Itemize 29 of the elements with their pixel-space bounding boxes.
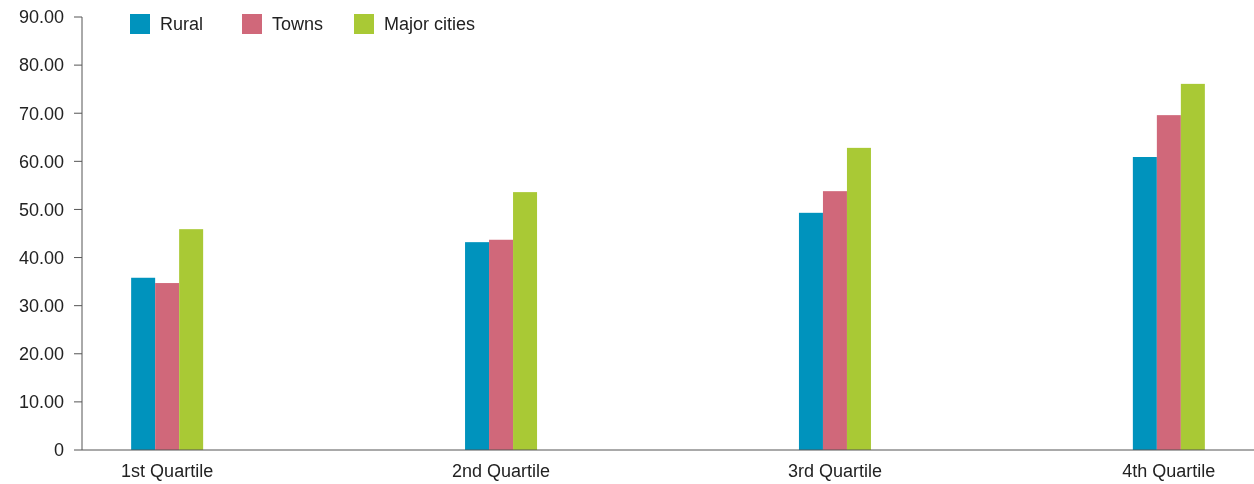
y-tick-label: 10.00 [18,392,64,413]
x-tick-label: 2nd Quartile [452,461,551,481]
x-tick-label: 4th Quartile [1122,461,1216,481]
x-tick-label: 3rd Quartile [787,461,882,481]
bar [131,277,156,450]
bar [846,147,871,450]
legend-label: Rural [160,14,204,35]
y-tick-label: 50.00 [18,199,64,220]
bar [513,192,538,450]
bar [179,229,204,450]
bar [155,283,180,450]
bar [1132,157,1157,450]
y-tick-label: 80.00 [18,55,64,76]
bar [798,212,823,450]
bar [1180,83,1205,450]
y-tick-label: 0 [53,440,64,461]
bar [465,242,490,450]
legend-label: Major cities [384,14,476,35]
y-tick-label: 90.00 [18,7,64,28]
bar [489,239,514,450]
y-tick-label: 40.00 [18,247,64,268]
bar [1156,115,1181,450]
legend-label: Towns [272,14,324,35]
y-tick-label: 20.00 [18,344,64,365]
y-tick-label: 30.00 [18,295,64,316]
y-tick-label: 60.00 [18,151,64,172]
x-tick-label: 1st Quartile [121,461,214,481]
y-tick-label: 70.00 [18,103,64,124]
bar [822,191,847,450]
